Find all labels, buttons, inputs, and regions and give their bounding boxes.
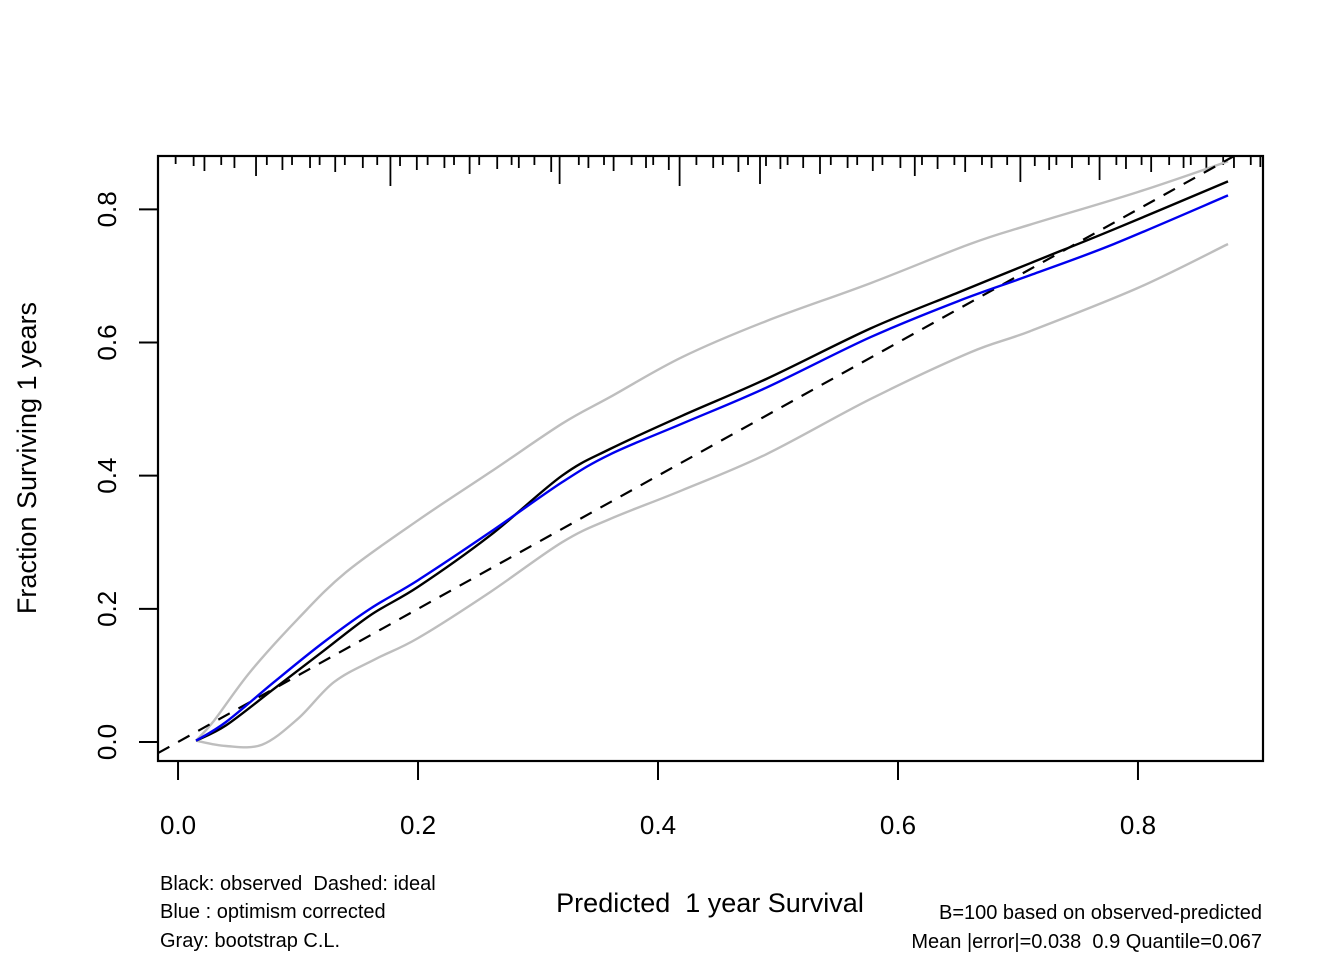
curve-bootstrap-cl-lower — [195, 242, 1229, 749]
x-tick-label: 0.0 — [160, 810, 196, 840]
x-tick-label: 0.4 — [640, 810, 676, 840]
x-tick-label: 0.6 — [880, 810, 916, 840]
y-tick-label: 0.6 — [92, 324, 122, 360]
y-tick-label: 0.8 — [92, 191, 122, 227]
curves — [157, 155, 1235, 755]
curve-optimism-corrected — [195, 194, 1229, 742]
axis-ticks — [139, 208, 1139, 780]
rug-marks — [174, 156, 1262, 186]
y-tick-label: 0.0 — [92, 724, 122, 760]
legend-line-observed-ideal: Black: observed Dashed: ideal — [160, 873, 436, 895]
stats-line-bootstrap-b: B=100 based on observed-predicted — [939, 902, 1262, 924]
x-tick-label: 0.2 — [400, 810, 436, 840]
x-tick-label: 0.8 — [1120, 810, 1156, 840]
curve-bootstrap-cl-upper — [195, 160, 1229, 742]
y-tick-label: 0.4 — [92, 458, 122, 494]
legend-line-optimism: Blue : optimism corrected — [160, 901, 386, 923]
legend-line-bootstrap: Gray: bootstrap C.L. — [160, 930, 340, 952]
stats-line-error: Mean |error|=0.038 0.9 Quantile=0.067 — [911, 931, 1262, 953]
y-tick-label: 0.2 — [92, 591, 122, 627]
x-axis-label: Predicted 1 year Survival — [556, 888, 864, 918]
plot-border — [156, 154, 1265, 763]
curve-observed — [195, 180, 1229, 742]
y-axis-label: Fraction Surviving 1 years — [12, 302, 42, 614]
